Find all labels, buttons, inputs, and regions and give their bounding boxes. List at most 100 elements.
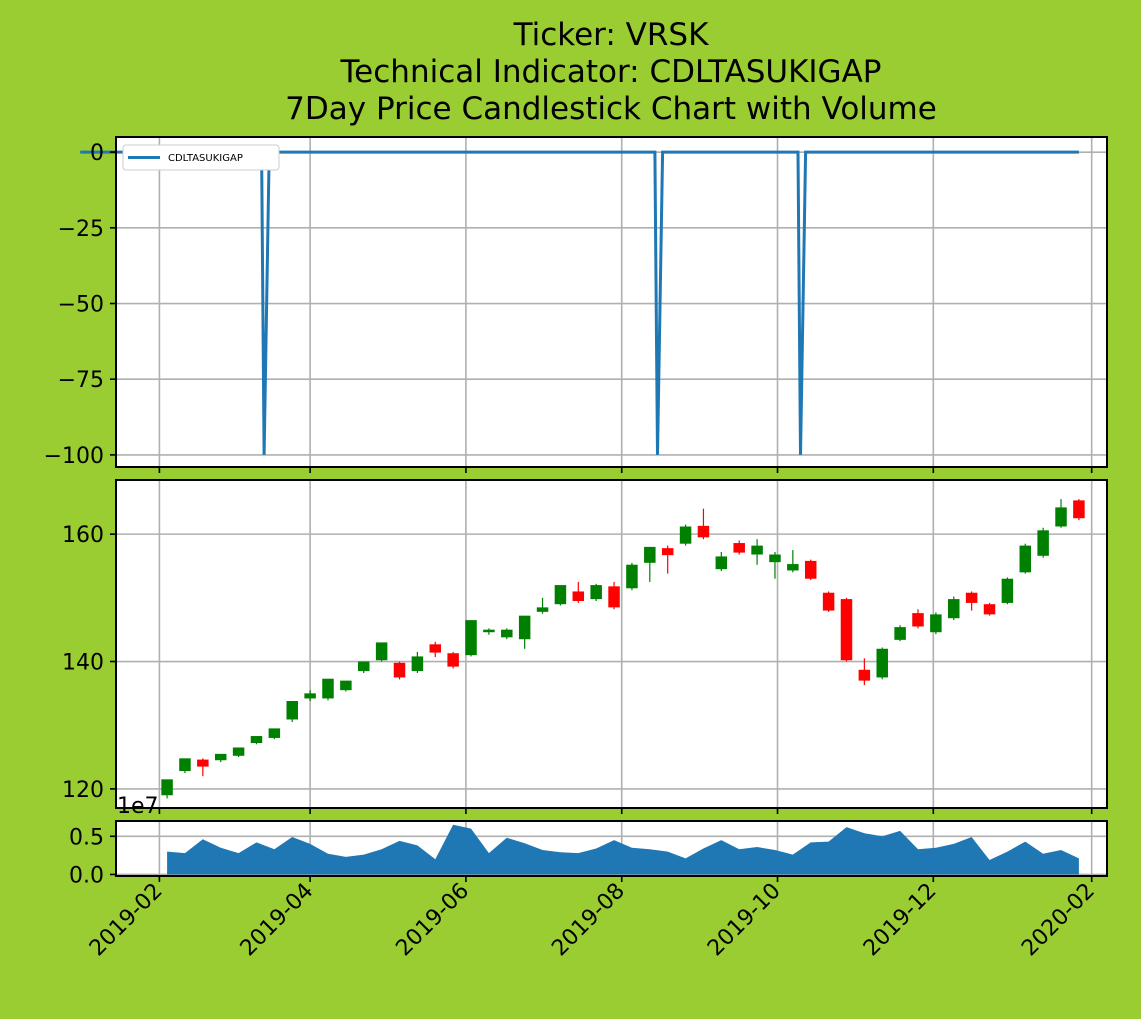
candle — [894, 625, 906, 642]
candle — [608, 581, 620, 610]
volume-y-axis: 0.0 0.5 — [69, 825, 116, 888]
candle — [465, 620, 477, 657]
candle-body — [840, 599, 853, 661]
price-plot-area — [115, 479, 1108, 809]
volume-area — [167, 824, 1079, 875]
candle-body — [787, 564, 799, 571]
candle-body — [322, 678, 334, 699]
candle — [161, 779, 173, 799]
candle — [733, 540, 745, 555]
candle — [501, 628, 513, 640]
candle-body — [536, 607, 549, 612]
candle-body — [804, 560, 817, 579]
candle-body — [411, 656, 424, 672]
candle-body — [965, 592, 978, 603]
candle — [268, 728, 281, 740]
candle-body — [197, 759, 209, 767]
candle-body — [983, 604, 996, 615]
candle — [983, 602, 996, 616]
candle — [340, 680, 352, 692]
chart-title-line: Technical Indicator: CDLTASUKIGAP — [340, 54, 882, 90]
candle-body — [554, 585, 567, 605]
chart-title-line: Ticker: VRSK — [513, 17, 709, 53]
indicator-x-ticks — [158, 467, 1093, 473]
candle-body — [393, 662, 406, 678]
candle — [554, 585, 567, 606]
candle — [1001, 577, 1014, 605]
price-panel: 120 140 160 — [62, 479, 1108, 814]
candle-body — [304, 693, 316, 699]
candle — [644, 546, 656, 582]
candle — [429, 641, 442, 658]
price-grid — [116, 480, 1107, 808]
candle — [286, 701, 298, 723]
candle-body — [1073, 500, 1085, 519]
candle-body — [733, 543, 745, 553]
y-tick-label: 160 — [62, 523, 104, 548]
volume-frame — [115, 820, 1108, 877]
candle — [626, 562, 638, 591]
candle — [679, 524, 692, 546]
candle — [518, 615, 531, 649]
y-tick-label: 0 — [90, 141, 104, 166]
candle-body — [876, 648, 888, 678]
candle-body — [679, 526, 692, 544]
candle-body — [358, 661, 370, 672]
candle-body — [1001, 578, 1014, 603]
candle-body — [626, 564, 638, 589]
legend: CDLTASUKIGAP — [122, 144, 280, 171]
candle — [751, 539, 763, 565]
candle — [787, 550, 799, 573]
candle-body — [483, 629, 495, 633]
candlesticks — [161, 499, 1085, 799]
candle — [948, 596, 960, 621]
candle-body — [644, 546, 656, 563]
candle — [179, 758, 191, 773]
y-tick-label: −100 — [44, 444, 104, 469]
candle — [876, 647, 888, 680]
candle — [572, 581, 585, 603]
candle — [375, 642, 388, 662]
candle — [411, 651, 424, 673]
candle-body — [286, 701, 298, 720]
candle — [965, 591, 978, 611]
candle — [697, 508, 710, 540]
candle-body — [179, 758, 191, 772]
candle — [250, 736, 263, 745]
candle-body — [930, 614, 942, 633]
candle-body — [340, 680, 352, 691]
candle — [1055, 499, 1067, 528]
candle-body — [608, 586, 620, 608]
price-frame — [115, 479, 1108, 809]
candle — [232, 747, 245, 758]
candle-body — [1055, 507, 1067, 527]
candle — [930, 612, 942, 635]
legend-entry-cdltasukigap: CDLTASUKIGAP — [168, 153, 243, 164]
candle — [197, 758, 209, 777]
price-y-axis: 120 140 160 — [62, 523, 116, 803]
candle — [590, 583, 602, 602]
candle-body — [1037, 530, 1049, 556]
candle — [536, 597, 549, 614]
candle-body — [769, 554, 781, 563]
candle — [661, 545, 674, 574]
legend-box — [122, 144, 280, 171]
volume-offset-label: 1e7 — [117, 794, 159, 819]
candle-body — [590, 585, 602, 600]
candle — [912, 609, 924, 629]
candle — [840, 597, 853, 662]
y-tick-label: 120 — [62, 778, 104, 803]
y-tick-label: 0.5 — [69, 825, 104, 850]
candle — [858, 658, 871, 686]
candle — [804, 559, 817, 580]
candle — [1019, 543, 1032, 574]
candle-body — [375, 642, 388, 661]
candle-body — [429, 644, 442, 653]
candle — [1073, 499, 1085, 521]
chart-title-line: 7Day Price Candlestick Chart with Volume — [285, 91, 937, 127]
series-line-cdltasukigap — [80, 150, 1079, 455]
y-tick-label: −50 — [58, 293, 104, 318]
candle-body — [447, 653, 459, 667]
indicator-y-axis: 0 −25 −50 −75 −100 — [44, 141, 116, 469]
